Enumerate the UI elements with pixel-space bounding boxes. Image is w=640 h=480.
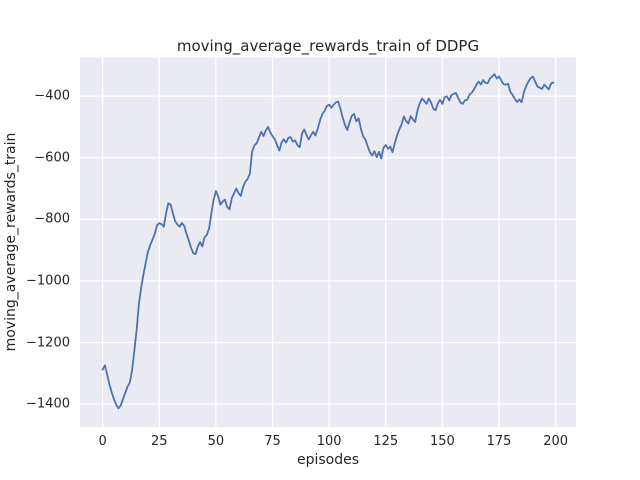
plot-area (80, 57, 576, 428)
chart-title: moving_average_rewards_train of DDPG (176, 37, 480, 55)
series-line (101, 73, 555, 410)
x-axis-label: episodes (296, 452, 360, 468)
y-axis-label: moving_average_rewards_train (3, 132, 19, 352)
